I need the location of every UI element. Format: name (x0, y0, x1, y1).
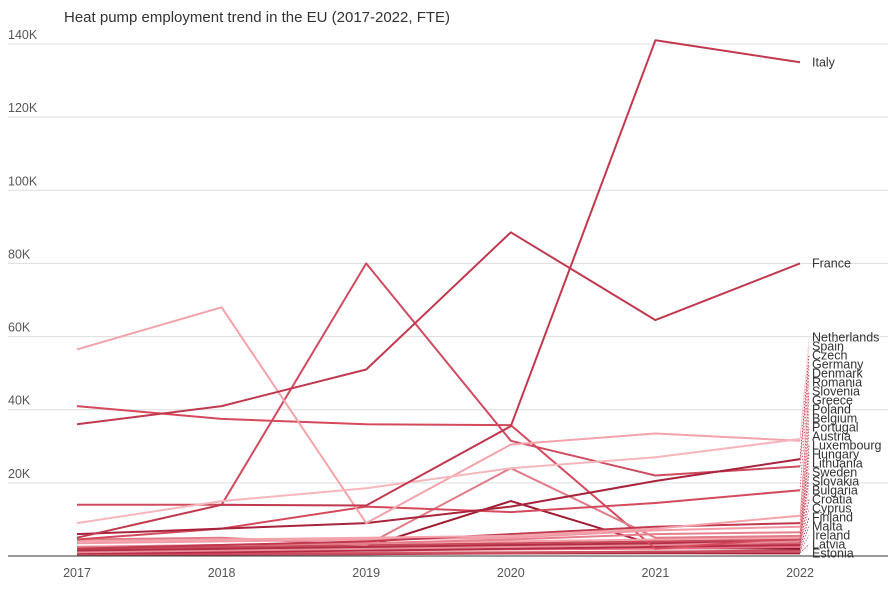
x-tick-label: 2022 (786, 566, 814, 580)
axes: 20K 40K 60K 80K 100K 120K 140K 2017 2018 2019 2020… (8, 28, 888, 580)
series-label-greece: Greece (812, 393, 853, 407)
label-leader (799, 454, 810, 540)
series-line-italy (76, 39, 801, 539)
series-line-belgium (76, 467, 801, 546)
series-label-cyprus: Cyprus (812, 501, 852, 515)
series-label-luxembourg: Luxembourg (812, 438, 882, 452)
label-leader (799, 409, 810, 533)
series-label-romania: Romania (812, 375, 862, 389)
series-label-finland: Finland (812, 510, 853, 524)
series-label-lithuania: Lithuania (812, 456, 863, 470)
x-tick-label: 2018 (208, 566, 236, 580)
series-label-slovakia: Slovakia (812, 474, 859, 488)
series-label-bulgaria: Bulgaria (812, 483, 858, 497)
series-label-france: France (812, 256, 851, 270)
series-line-lithuania (76, 540, 801, 554)
series-label-belgium: Belgium (812, 411, 857, 425)
y-tick-label: 60K (8, 321, 31, 335)
series-line-romania (76, 514, 801, 543)
x-tick-label: 2017 (63, 566, 91, 580)
y-tick-label: 20K (8, 467, 31, 481)
series-line-hungary (76, 538, 801, 550)
series-label-czech: Czech (812, 348, 847, 362)
series-lines (76, 39, 801, 556)
x-tick-label: 2021 (641, 566, 669, 580)
series-label-netherlands: Netherlands (812, 330, 879, 344)
series-label-ireland: Ireland (812, 528, 850, 542)
label-leader (799, 436, 810, 538)
series-label-austria: Austria (812, 429, 851, 443)
series-label-spain: Spain (812, 339, 844, 353)
series-labels: Italy France NetherlandsSpainCzechGermanyD… (799, 55, 882, 560)
series-label-italy: Italy (812, 55, 836, 69)
y-tick-label: 120K (8, 101, 38, 115)
label-leader (799, 463, 810, 542)
label-leader (799, 364, 810, 467)
y-tick-label: 100K (8, 174, 38, 188)
series-line-spain (76, 306, 801, 525)
series-label-portugal: Portugal (812, 420, 859, 434)
series-label-malta: Malta (812, 519, 843, 533)
series-line-france (76, 231, 801, 426)
grid-lines (8, 43, 888, 484)
label-leader (799, 346, 810, 441)
series-label-hungary: Hungary (812, 447, 860, 461)
series-label-germany: Germany (812, 357, 864, 371)
series-line-netherlands (76, 438, 801, 525)
label-leader (799, 481, 810, 544)
x-tick-label: 2019 (352, 566, 380, 580)
series-label-croatia: Croatia (812, 492, 852, 506)
label-leader (799, 337, 810, 440)
series-label-slovenia: Slovenia (812, 384, 860, 398)
label-leader (799, 526, 810, 551)
label-leader (799, 517, 810, 549)
series-line-malta (76, 549, 801, 556)
label-leader (799, 535, 810, 552)
label-leader (799, 355, 810, 460)
series-line-luxembourg (76, 538, 801, 552)
y-tick-label: 40K (8, 394, 31, 408)
series-label-poland: Poland (812, 402, 851, 416)
series-label-estonia: Estonia (812, 546, 854, 560)
series-line-czech (76, 458, 801, 536)
label-leader (799, 382, 810, 516)
series-label-latvia: Latvia (812, 537, 845, 551)
series-line-portugal (76, 405, 801, 550)
y-tick-label: 80K (8, 247, 31, 261)
series-label-denmark: Denmark (812, 366, 863, 380)
x-tick-label: 2020 (497, 566, 525, 580)
label-leader (799, 544, 810, 554)
series-label-sweden: Sweden (812, 465, 857, 479)
y-tick-label: 140K (8, 28, 38, 42)
label-leader (799, 391, 810, 524)
label-leader (799, 400, 810, 527)
label-leader (799, 508, 810, 547)
chart-title: Heat pump employment trend in the EU (20… (64, 9, 451, 26)
